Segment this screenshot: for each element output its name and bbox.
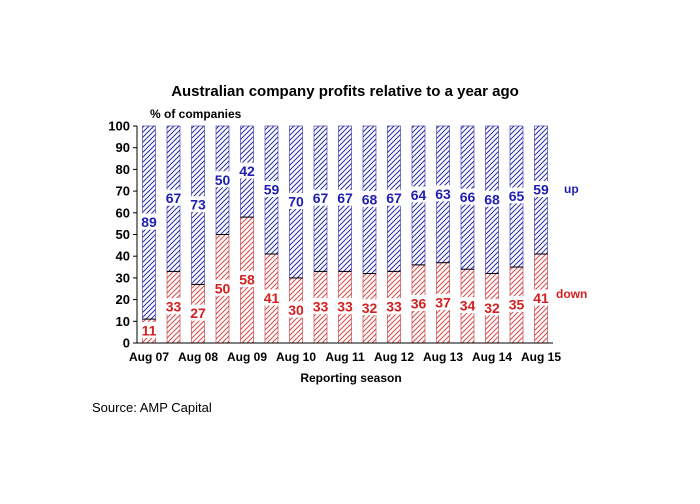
- y-tick-label: 40: [116, 249, 130, 264]
- y-axis: 0 10 20 30 40 50 60 70 80 90 100: [108, 119, 138, 351]
- y-tick-label: 100: [108, 119, 130, 134]
- bar-label-up: 66: [460, 189, 476, 205]
- bar-label-down: 33: [166, 299, 182, 315]
- value-labels: 89 11 67 33 73 27 50 50 42 58 59 41 70 30 67 33 67 33 68 32…: [139, 162, 551, 339]
- y-tick-label: 30: [116, 270, 130, 285]
- label-bg: [408, 294, 429, 311]
- label-bg: [163, 298, 184, 315]
- label-bg: [261, 181, 282, 198]
- label-bg: [482, 299, 502, 316]
- label-bg: [359, 190, 380, 207]
- label-bg: [408, 186, 429, 203]
- label-bg: [433, 185, 453, 202]
- bar-label-up: 50: [215, 172, 231, 188]
- x-tick-label: Aug 14: [472, 350, 512, 364]
- bar-label-up: 67: [337, 190, 353, 206]
- x-tick-label: Aug 15: [521, 350, 561, 364]
- bar-label-up: 63: [435, 186, 451, 202]
- bar-label-up: 67: [166, 190, 182, 206]
- x-tick-label: Aug 12: [374, 350, 414, 364]
- label-bg: [286, 301, 306, 318]
- label-bg: [384, 298, 404, 315]
- x-axis: Aug 07 Aug 08 Aug 09 Aug 10 Aug 11 Aug 12 Aug …: [129, 342, 561, 364]
- bar-label-up: 68: [362, 191, 378, 207]
- bar-label-down: 50: [215, 280, 231, 296]
- y-axis-unit: % of companies: [150, 107, 242, 121]
- y-tick-label: 0: [123, 336, 130, 351]
- label-bg: [261, 289, 282, 306]
- label-bg: [237, 162, 257, 179]
- bar-label-down: 11: [142, 323, 157, 339]
- label-bg: [237, 271, 257, 288]
- label-bg: [433, 293, 453, 310]
- label-bg: [457, 297, 478, 314]
- y-tick-label: 50: [116, 227, 130, 242]
- label-bg: [457, 188, 478, 205]
- label-bg: [506, 296, 527, 313]
- y-tick-label: 60: [116, 205, 130, 220]
- bar-label-down: 35: [509, 297, 525, 313]
- x-tick-label: Aug 09: [227, 350, 267, 364]
- legend-up: up: [564, 182, 579, 196]
- x-tick-label: Aug 07: [129, 350, 169, 364]
- label-bg: [359, 299, 380, 316]
- bar-label-down: 33: [313, 299, 329, 315]
- label-bg: [188, 304, 208, 321]
- bar-label-up: 59: [533, 182, 549, 198]
- label-bg: [310, 298, 331, 315]
- label-bg: [163, 189, 184, 206]
- label-bg: [139, 213, 159, 230]
- y-tick-label: 10: [116, 314, 130, 329]
- chart-title: Australian company profits relative to a…: [171, 83, 519, 100]
- x-axis-label: Reporting season: [300, 371, 401, 385]
- bar-label-up: 68: [484, 191, 500, 207]
- legend-down: down: [556, 287, 587, 301]
- source-note: Source: AMP Capital: [92, 400, 212, 415]
- bar-label-down: 27: [190, 305, 206, 321]
- y-tick-label: 20: [116, 292, 130, 307]
- y-tick-label: 80: [116, 162, 130, 177]
- bar-label-down: 33: [337, 299, 353, 315]
- bar-label-up: 64: [411, 187, 427, 203]
- bar-label-up: 73: [190, 197, 206, 213]
- bar-label-up: 67: [313, 190, 329, 206]
- bar-label-up: 42: [239, 163, 255, 179]
- y-tick-label: 70: [116, 184, 130, 199]
- x-tick-label: Aug 13: [423, 350, 463, 364]
- label-bg: [212, 279, 233, 296]
- label-bg: [335, 298, 355, 315]
- bar-label-up: 65: [509, 188, 525, 204]
- label-bg: [482, 190, 502, 207]
- y-tick-label: 90: [116, 140, 130, 155]
- bar-label-down: 32: [484, 300, 500, 316]
- bar-label-up: 67: [386, 190, 402, 206]
- label-bg: [286, 192, 306, 209]
- x-tick-label: Aug 11: [325, 350, 365, 364]
- x-tick-label: Aug 10: [276, 350, 316, 364]
- label-bg: [384, 189, 404, 206]
- label-bg: [531, 289, 551, 306]
- label-bg: [212, 171, 233, 188]
- bar-label-up: 70: [288, 193, 304, 209]
- bar-label-down: 41: [533, 290, 549, 306]
- bar-label-down: 33: [386, 299, 402, 315]
- bar-label-down: 34: [460, 298, 476, 314]
- x-tick-label: Aug 08: [178, 350, 218, 364]
- bar-label-down: 30: [288, 302, 304, 318]
- bar-label-up: 59: [264, 182, 280, 198]
- bar-label-down: 37: [435, 294, 451, 310]
- bar-label-down: 36: [411, 295, 427, 311]
- bar-label-up: 89: [141, 214, 157, 230]
- label-bg: [139, 322, 159, 338]
- bar-label-down: 58: [239, 272, 255, 288]
- label-bg: [188, 196, 208, 213]
- bar-label-down: 32: [362, 300, 378, 316]
- label-bg: [531, 181, 551, 198]
- label-bg: [506, 187, 527, 204]
- label-bg: [335, 189, 355, 206]
- label-bg: [310, 189, 331, 206]
- bar-label-down: 41: [264, 290, 280, 306]
